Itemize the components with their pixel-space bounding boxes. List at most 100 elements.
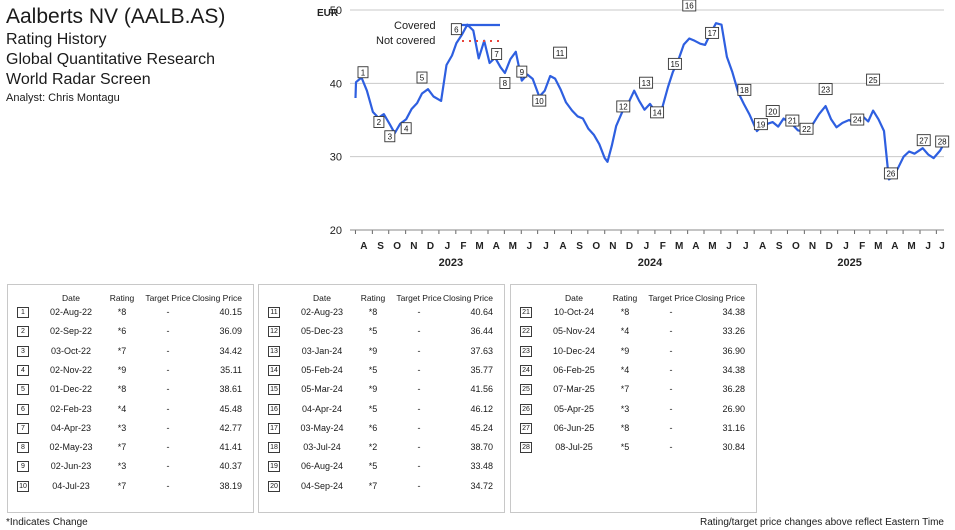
- table-row: 9 02-Jun-23 *3 - 40.37: [8, 457, 253, 476]
- row-number: 12: [268, 326, 280, 338]
- row-target-price: -: [669, 307, 673, 317]
- rating-marker-box: [639, 76, 654, 89]
- x-month-label: F: [660, 241, 666, 252]
- row-number: 11: [268, 307, 280, 318]
- row-target-price: -: [417, 345, 421, 356]
- row-target-price: -: [669, 422, 673, 433]
- x-month-label: A: [360, 241, 367, 252]
- rating-marker-label: 3: [388, 132, 393, 141]
- row-target-price: -: [417, 403, 421, 414]
- x-month-label: O: [792, 241, 800, 252]
- rating-marker-label: 6: [454, 25, 459, 34]
- row-closing-price: 33.26: [722, 326, 745, 337]
- table-row: 19 06-Aug-24 *5 - 33.48: [259, 457, 504, 476]
- row-number: 22: [520, 326, 532, 338]
- footnote-change: *Indicates Change: [6, 517, 88, 528]
- row-rating: *9: [620, 345, 630, 356]
- row-closing-price: 34.38: [722, 307, 745, 317]
- table-row: 11 02-Aug-23 *8 - 40.64: [259, 303, 504, 322]
- rating-marker-label: 21: [788, 117, 797, 126]
- row-number: 26: [520, 403, 532, 415]
- row-target-price: -: [166, 442, 170, 453]
- row-closing-price: 38.70: [470, 442, 493, 453]
- x-month-label: J: [445, 241, 451, 252]
- row-date: 02-May-23: [49, 442, 93, 453]
- row-rating: *4: [620, 326, 630, 337]
- row-target-price: -: [166, 480, 170, 491]
- x-month-label: J: [527, 241, 533, 252]
- report-header: Aalberts NV (AALB.AS) Rating History Glo…: [6, 4, 225, 105]
- row-target-price: -: [166, 384, 170, 395]
- row-number: 2: [17, 326, 29, 338]
- x-month-label: J: [925, 241, 931, 252]
- rating-marker-label: 18: [740, 86, 749, 95]
- subtitle-rating-history: Rating History: [6, 31, 107, 48]
- rating-marker-label: 2: [377, 118, 382, 127]
- row-target-price: -: [166, 461, 170, 472]
- header-target-price: Target Price: [396, 293, 442, 303]
- row-number: 18: [268, 442, 280, 454]
- x-month-label: A: [891, 241, 898, 252]
- row-date: 02-Nov-22: [49, 364, 93, 375]
- row-closing-price: 31.16: [722, 422, 745, 433]
- table-row: 5 01-Dec-22 *8 - 38.61: [8, 380, 253, 399]
- row-rating: *8: [117, 384, 127, 395]
- row-date: 04-Sep-24: [300, 480, 344, 491]
- row-closing-price: 38.19: [219, 480, 242, 491]
- subtitle-screen: World Radar Screen: [6, 71, 151, 88]
- x-year-label: 2025: [837, 257, 861, 269]
- row-number: 16: [268, 403, 280, 415]
- row-closing-price: 40.64: [470, 307, 493, 317]
- row-date: 10-Dec-24: [552, 345, 596, 356]
- row-date: 03-Oct-22: [50, 345, 92, 356]
- row-rating: *3: [620, 403, 630, 414]
- x-month-label: J: [743, 241, 749, 252]
- row-closing-price: 46.12: [470, 403, 493, 414]
- row-closing-price: 34.42: [219, 345, 242, 356]
- rating-marker-label: 24: [853, 116, 862, 125]
- rating-table-3: Date Rating Target Price Closing Price 21 10-…: [510, 284, 757, 513]
- rating-marker-box: [883, 167, 898, 180]
- row-target-price: -: [166, 326, 170, 337]
- row-number: 21: [520, 307, 532, 318]
- rating-marker-label: 25: [869, 76, 878, 85]
- table-row: 23 10-Dec-24 *9 - 36.90: [511, 342, 756, 361]
- x-month-label: M: [509, 241, 517, 252]
- x-month-label: O: [592, 241, 600, 252]
- row-number: 9: [17, 461, 29, 473]
- table-row: 18 03-Jul-24 *2 - 38.70: [259, 438, 504, 457]
- row-number: 14: [268, 364, 280, 376]
- x-month-label: D: [826, 241, 833, 252]
- row-rating: *6: [117, 326, 127, 337]
- rating-marker-box: [667, 57, 682, 70]
- rating-marker-box: [705, 26, 720, 39]
- rating-marker-box: [553, 46, 568, 59]
- row-target-price: -: [166, 422, 170, 433]
- row-rating: *8: [368, 307, 378, 317]
- x-month-label: N: [609, 241, 616, 252]
- row-number: 6: [17, 403, 29, 415]
- row-date: 04-Jul-23: [52, 480, 90, 491]
- row-rating: *8: [620, 422, 630, 433]
- row-target-price: -: [417, 461, 421, 472]
- row-number: 28: [520, 442, 532, 454]
- x-month-label: M: [708, 241, 716, 252]
- rating-marker-box: [516, 65, 528, 78]
- rating-marker-label: 23: [821, 85, 830, 94]
- row-number: 4: [17, 364, 29, 376]
- row-target-price: -: [417, 480, 421, 491]
- x-month-label: A: [493, 241, 500, 252]
- table-row: 17 03-May-24 *6 - 45.24: [259, 419, 504, 438]
- rating-marker-box: [499, 77, 511, 89]
- legend-label-covered: Covered: [394, 20, 436, 32]
- x-month-label: F: [859, 241, 865, 252]
- y-tick-label: 50: [330, 5, 342, 17]
- row-number: 20: [268, 480, 280, 492]
- row-date: 04-Apr-24: [301, 403, 343, 414]
- rating-marker-box: [866, 73, 881, 86]
- x-year-label: 2024: [638, 257, 663, 269]
- row-closing-price: 34.38: [722, 364, 745, 375]
- table-row: 7 04-Apr-23 *3 - 42.77: [8, 419, 253, 438]
- row-target-price: -: [417, 326, 421, 337]
